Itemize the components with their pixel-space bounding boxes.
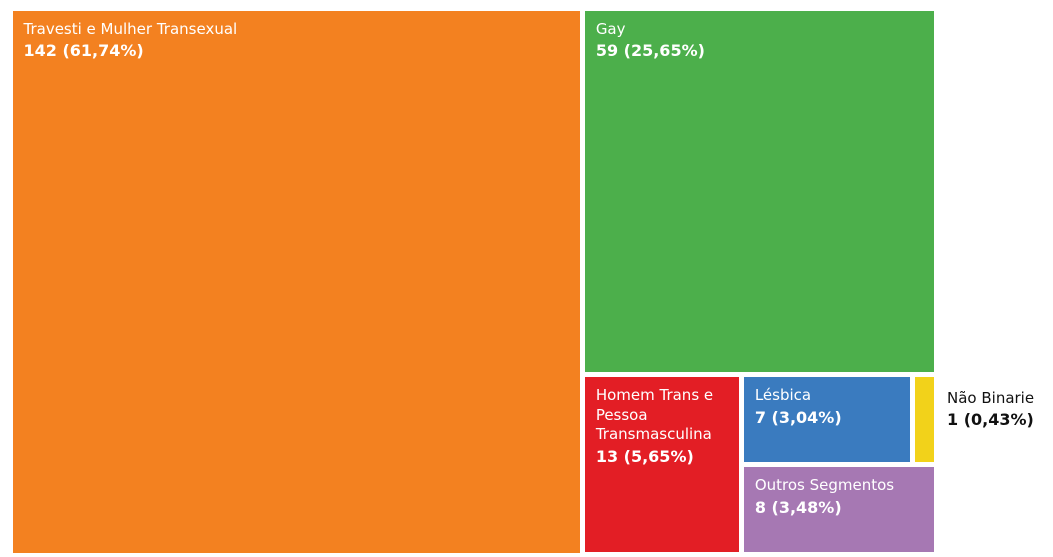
tile	[915, 377, 935, 463]
tile	[743, 377, 911, 463]
tile-label: Travesti e Mulher Transexual 142 (61,74%)	[24, 20, 575, 62]
value-label: 142 (61,74%)	[23, 41, 144, 60]
category-name: Não Binarie	[947, 388, 1035, 407]
tile	[584, 377, 739, 553]
tile-label: Homem Trans e Pessoa Transmasculina 13 (5…	[596, 386, 734, 467]
category-name: Homem Trans e Pessoa Transmasculina	[595, 386, 714, 444]
value-label: 59 (25,65%)	[595, 41, 705, 60]
tile-label: Lésbica 7 (3,04%)	[755, 386, 905, 428]
tile-label: Outros Segmentos 8 (3,48%)	[755, 476, 930, 518]
category-name: Lésbica	[754, 386, 812, 405]
tile	[12, 10, 580, 553]
category-name: Gay	[595, 19, 626, 38]
category-name: Outros Segmentos	[754, 476, 895, 495]
value-label: 13 (5,65%)	[595, 446, 694, 466]
value-label: 1 (0,43%)	[947, 410, 1034, 430]
tile-label: Gay 59 (25,65%)	[596, 20, 930, 62]
tile	[584, 10, 935, 373]
tile	[743, 467, 935, 553]
value-label: 8 (3,48%)	[754, 497, 842, 517]
category-name: Travesti e Mulher Transexual	[23, 19, 238, 38]
tile-label: Não Binarie 1 (0,43%)	[947, 389, 1034, 431]
value-label: 7 (3,04%)	[754, 407, 842, 427]
